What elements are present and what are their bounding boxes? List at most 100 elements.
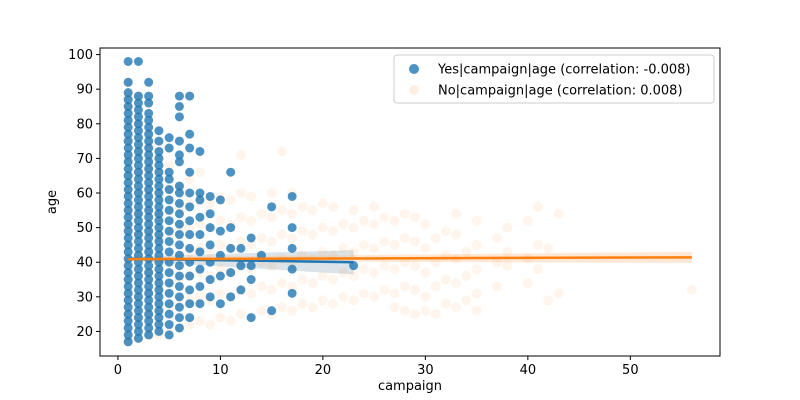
point-no <box>492 232 503 243</box>
point-yes <box>154 230 164 240</box>
point-yes <box>195 212 205 222</box>
point-yes <box>164 195 174 205</box>
point-yes <box>144 247 154 257</box>
point-yes <box>164 185 174 195</box>
point-yes <box>133 230 143 240</box>
point-yes <box>185 129 195 139</box>
point-no <box>297 201 308 212</box>
point-yes <box>144 323 154 333</box>
point-no <box>317 246 328 257</box>
x-tick-label: 20 <box>315 363 332 378</box>
point-yes <box>246 275 256 285</box>
x-tick-label: 10 <box>212 363 229 378</box>
point-yes <box>205 209 215 219</box>
point-no <box>399 208 410 219</box>
point-no <box>184 174 195 185</box>
point-yes <box>144 233 154 243</box>
point-no <box>502 260 513 271</box>
point-yes <box>174 230 184 240</box>
point-no <box>215 312 226 323</box>
point-yes <box>144 191 154 201</box>
point-no <box>215 215 226 226</box>
point-yes <box>154 278 164 288</box>
point-yes <box>174 323 184 333</box>
legend-box <box>393 54 715 104</box>
point-yes <box>226 167 236 177</box>
point-no <box>461 246 472 257</box>
point-yes <box>144 330 154 340</box>
point-no <box>307 205 318 216</box>
point-no <box>246 191 257 202</box>
point-yes <box>154 243 164 253</box>
point-yes <box>164 216 174 226</box>
point-yes <box>164 299 174 309</box>
point-yes <box>144 185 154 195</box>
point-yes <box>144 212 154 222</box>
point-yes <box>123 88 133 98</box>
point-no <box>430 232 441 243</box>
point-yes <box>123 56 133 66</box>
legend: Yes|campaign|age (correlation: -0.008) N… <box>393 54 715 104</box>
point-yes <box>185 299 195 309</box>
point-no <box>410 284 421 295</box>
point-no <box>225 194 236 205</box>
point-no <box>297 274 308 285</box>
point-yes <box>133 160 143 170</box>
point-no <box>379 212 390 223</box>
point-yes <box>144 302 154 312</box>
point-yes <box>195 264 205 274</box>
point-no <box>317 271 328 282</box>
point-yes <box>144 178 154 188</box>
point-no <box>502 246 513 257</box>
point-no <box>205 198 216 209</box>
point-no <box>553 208 564 219</box>
point-yes <box>133 209 143 219</box>
point-no <box>420 243 431 254</box>
point-no <box>492 257 503 268</box>
point-yes <box>133 126 143 136</box>
point-yes <box>154 313 164 323</box>
point-yes <box>195 188 205 198</box>
point-no <box>369 291 380 302</box>
point-yes <box>154 174 164 184</box>
point-yes <box>123 302 133 312</box>
point-yes <box>133 216 143 226</box>
point-yes <box>236 285 246 295</box>
point-yes <box>185 216 195 226</box>
point-yes <box>144 316 154 326</box>
point-no <box>287 208 298 219</box>
y-tick-label: 50 <box>76 221 93 236</box>
point-no <box>256 208 267 219</box>
point-yes <box>226 223 236 233</box>
point-no <box>379 284 390 295</box>
point-yes <box>287 191 297 201</box>
point-yes <box>144 240 154 250</box>
point-yes <box>144 171 154 181</box>
point-yes <box>226 292 236 302</box>
point-no <box>215 264 226 275</box>
point-no <box>307 229 318 240</box>
point-yes <box>154 181 164 191</box>
point-no <box>297 298 308 309</box>
point-yes <box>154 223 164 233</box>
point-yes <box>123 143 133 153</box>
point-no <box>256 232 267 243</box>
point-no <box>317 198 328 209</box>
point-no <box>164 160 175 171</box>
point-yes <box>123 108 133 118</box>
point-no <box>451 302 462 313</box>
point-yes <box>133 285 143 295</box>
point-no <box>276 229 287 240</box>
point-yes <box>154 160 164 170</box>
point-yes <box>123 261 133 271</box>
point-no <box>194 167 205 178</box>
point-yes <box>133 91 143 101</box>
point-yes <box>133 250 143 260</box>
point-yes <box>205 275 215 285</box>
point-yes <box>164 330 174 340</box>
point-no <box>420 219 431 230</box>
point-yes <box>174 198 184 208</box>
point-yes <box>144 268 154 278</box>
point-yes <box>133 243 143 253</box>
y-tick-label: 60 <box>76 187 93 202</box>
